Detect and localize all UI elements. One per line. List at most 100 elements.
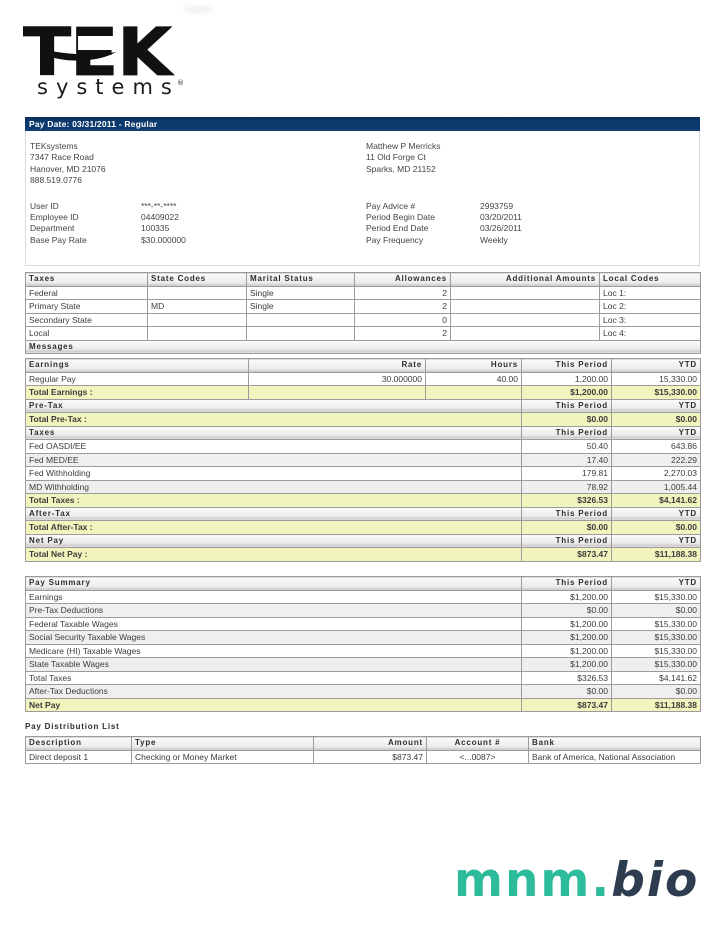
earnings-total-row: Total Earnings : $1,200.00 $15,330.00 bbox=[25, 385, 701, 400]
pay-summary-row: Federal Taxable Wages $1,200.00 $15,330.… bbox=[25, 616, 701, 631]
col-header-account: Account # bbox=[426, 736, 529, 751]
taxes-total-row: Total Taxes : $326.53 $4,141.62 bbox=[25, 493, 701, 508]
section-header-netpay: Net Pay bbox=[25, 533, 522, 548]
cell-local-codes: Loc 1: bbox=[599, 285, 701, 300]
cell-this-period: 1,200.00 bbox=[521, 371, 612, 386]
info-row: Base Pay Rate $30.000000 bbox=[30, 235, 360, 246]
teksystems-logo: TEK systems ® bbox=[23, 15, 193, 103]
mnm-bio-watermark: mnm.bio bbox=[454, 843, 699, 919]
cell-this-period: $1,200.00 bbox=[521, 643, 612, 658]
cell-ytd: 15,330.00 bbox=[611, 371, 701, 386]
cell-local-codes: Loc 4: bbox=[599, 326, 701, 341]
pay-summary-header-row: Pay Summary This Period YTD bbox=[25, 576, 701, 591]
cell-state-codes bbox=[147, 312, 247, 327]
info-label: Base Pay Rate bbox=[30, 234, 87, 245]
pay-distribution-title: Pay Distribution List bbox=[25, 722, 120, 731]
info-label: User ID bbox=[30, 201, 59, 211]
col-header-amount: Amount bbox=[313, 736, 427, 751]
cell-total-label: Total Net Pay : bbox=[25, 547, 522, 562]
cell-state-codes bbox=[147, 326, 247, 341]
cell-marital-status bbox=[246, 326, 355, 341]
cell-taxes: Primary State bbox=[25, 299, 148, 314]
cell-additional-amounts bbox=[450, 312, 600, 327]
cell-this-period: $0.00 bbox=[521, 684, 612, 699]
cell-total-ytd: $0.00 bbox=[611, 412, 701, 427]
cell-allowances: 2 bbox=[354, 285, 451, 300]
col-header-ytd: YTD bbox=[611, 506, 701, 521]
cell-this-period: 78.92 bbox=[521, 479, 612, 494]
cell-total-ytd: $0.00 bbox=[611, 520, 701, 535]
col-header-state-codes: State Codes bbox=[147, 272, 247, 287]
employee-address2: Sparks, MD 21152 bbox=[366, 163, 436, 174]
company-address2: Hanover, MD 21076 bbox=[30, 163, 106, 174]
cell-summary-name: After-Tax Deductions bbox=[25, 684, 522, 699]
col-header-this-period: This Period bbox=[521, 398, 612, 413]
earnings-header-row: Earnings Rate Hours This Period YTD bbox=[25, 358, 701, 373]
address-info-box bbox=[25, 131, 700, 266]
tax-setup-row: Federal Single 2 Loc 1: bbox=[25, 285, 701, 300]
section-header-taxes: Taxes bbox=[25, 425, 522, 440]
cell-this-period: 50.40 bbox=[521, 439, 612, 454]
cell-state-codes bbox=[147, 285, 247, 300]
pay-summary-row: Pre-Tax Deductions $0.00 $0.00 bbox=[25, 603, 701, 618]
logo-registered-mark: ® bbox=[177, 79, 184, 87]
cell-this-period: $1,200.00 bbox=[521, 616, 612, 631]
employee-info-left: User ID ***-**-**** Employee ID 04409022 D… bbox=[30, 201, 360, 246]
cell-ytd: $15,330.00 bbox=[611, 657, 701, 672]
cell-total-label: Total After-Tax : bbox=[25, 520, 522, 535]
pay-summary-netpay-row: Net Pay $873.47 $11,188.38 bbox=[25, 697, 701, 712]
info-label: Employee ID bbox=[30, 212, 79, 223]
cell-tax-name: Fed MED/EE bbox=[25, 452, 522, 467]
pay-summary-row: State Taxable Wages $1,200.00 $15,330.00 bbox=[25, 657, 701, 672]
messages-header-row: Messages bbox=[25, 339, 701, 354]
aftertax-header-row: After-Tax This Period YTD bbox=[25, 506, 701, 521]
col-header-marital-status: Marital Status bbox=[246, 272, 355, 287]
cell-allowances: 2 bbox=[354, 299, 451, 314]
info-value: ***-**-**** bbox=[141, 201, 177, 211]
cell-ytd: $15,330.00 bbox=[611, 589, 701, 604]
cell-total-this-period: $0.00 bbox=[521, 520, 612, 535]
tax-setup-header-row: Taxes State Codes Marital Status Allowan… bbox=[25, 272, 701, 287]
pretax-total-row: Total Pre-Tax : $0.00 $0.00 bbox=[25, 412, 701, 427]
logo-word-tek: TEK bbox=[23, 23, 175, 91]
cell-summary-name: Pre-Tax Deductions bbox=[25, 603, 522, 618]
cell-ytd: $15,330.00 bbox=[611, 616, 701, 631]
tax-setup-row: Primary State MD Single 2 Loc 2: bbox=[25, 299, 701, 314]
col-header-this-period: This Period bbox=[521, 576, 612, 591]
pay-date-bar: Pay Date: 03/31/2011 - Regular bbox=[25, 117, 700, 131]
col-header-hours: Hours bbox=[425, 358, 522, 373]
cell-tax-name: Fed Withholding bbox=[25, 466, 522, 481]
cell-summary-name: Earnings bbox=[25, 589, 522, 604]
company-address1: 7347 Race Road bbox=[30, 152, 94, 163]
cell-allowances: 2 bbox=[354, 326, 451, 341]
cell-this-period: 179.81 bbox=[521, 466, 612, 481]
info-label: Period End Date bbox=[366, 223, 429, 234]
cell-total-this-period: $873.47 bbox=[521, 547, 612, 562]
employee-address-block: Matthew P Merricks 11 Old Forge Ct Spark… bbox=[366, 141, 440, 175]
cell-summary-name: Total Taxes bbox=[25, 670, 522, 685]
company-name: TEKsystems bbox=[30, 141, 78, 151]
cell-rate: 30.000000 bbox=[248, 371, 426, 386]
logo-swoosh bbox=[40, 48, 116, 61]
netpay-total-row: Total Net Pay : $873.47 $11,188.38 bbox=[25, 547, 701, 562]
employee-name: Matthew P Merricks bbox=[366, 141, 441, 151]
cell-ytd: $4,141.62 bbox=[611, 670, 701, 685]
col-header-ytd: YTD bbox=[611, 533, 701, 548]
col-header-this-period: This Period bbox=[521, 425, 612, 440]
info-row: Employee ID 04409022 bbox=[30, 212, 360, 223]
cell-total-ytd: $4,141.62 bbox=[611, 493, 701, 508]
cell-tax-name: Fed OASDI/EE bbox=[25, 439, 522, 454]
cell-ytd: $0.00 bbox=[611, 684, 701, 699]
info-row: Pay Frequency Weekly bbox=[366, 235, 666, 246]
cell-this-period: $873.47 bbox=[521, 697, 612, 712]
col-header-rate: Rate bbox=[248, 358, 426, 373]
info-value: 100335 bbox=[141, 223, 170, 234]
cell-ytd: 2,270.03 bbox=[611, 466, 701, 481]
cell-marital-status bbox=[246, 312, 355, 327]
cell-ytd: 1,005.44 bbox=[611, 479, 701, 494]
info-value: Weekly bbox=[480, 234, 508, 245]
company-phone: 888.519.0776 bbox=[30, 175, 82, 186]
pay-summary-row: After-Tax Deductions $0.00 $0.00 bbox=[25, 684, 701, 699]
section-header-pay-summary: Pay Summary bbox=[25, 576, 522, 591]
info-row: Period End Date 03/26/2011 bbox=[366, 223, 666, 234]
